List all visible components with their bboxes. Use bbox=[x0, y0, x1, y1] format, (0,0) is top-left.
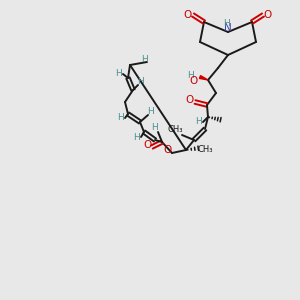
Text: H: H bbox=[115, 70, 122, 79]
Text: H: H bbox=[187, 70, 194, 80]
Text: O: O bbox=[185, 95, 193, 105]
Text: O: O bbox=[144, 140, 152, 150]
Text: CH₃: CH₃ bbox=[197, 146, 213, 154]
Text: N: N bbox=[224, 23, 232, 33]
Text: H: H bbox=[195, 118, 201, 127]
Text: H: H bbox=[117, 113, 123, 122]
Text: O: O bbox=[164, 145, 172, 155]
Text: H: H bbox=[151, 124, 158, 133]
Text: H: H bbox=[133, 133, 140, 142]
Text: H: H bbox=[136, 77, 143, 86]
Text: O: O bbox=[190, 76, 198, 86]
Text: H: H bbox=[147, 106, 153, 116]
Text: CH₃: CH₃ bbox=[167, 125, 183, 134]
Polygon shape bbox=[200, 76, 208, 80]
Text: O: O bbox=[264, 10, 272, 20]
Text: H: H bbox=[223, 19, 230, 28]
Text: O: O bbox=[184, 10, 192, 20]
Text: H: H bbox=[142, 56, 148, 64]
